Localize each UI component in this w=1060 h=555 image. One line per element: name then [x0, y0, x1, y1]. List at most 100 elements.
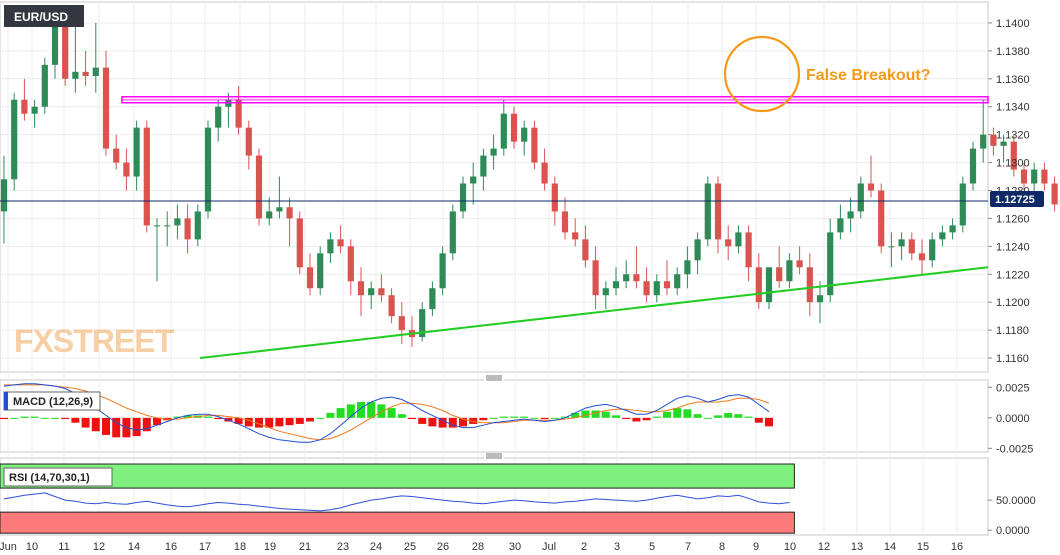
macd-histogram-bar	[51, 417, 59, 419]
rsi-oversold-zone	[0, 511, 795, 534]
candle-body	[174, 218, 181, 226]
last-price-value: 1.12725	[995, 194, 1035, 206]
candle-body	[745, 232, 752, 268]
x-tick-label: 14	[884, 541, 896, 553]
macd-histogram-bar	[550, 417, 559, 419]
candle-body	[286, 207, 293, 219]
candle-body	[959, 183, 966, 226]
macd-histogram-bar	[601, 411, 610, 418]
x-tick-label: 18	[234, 541, 246, 553]
x-tick-label: 12	[818, 541, 830, 553]
candle-body	[949, 225, 956, 233]
macd-histogram-bar	[326, 412, 335, 418]
macd-tick-label: 0.0025	[996, 382, 1030, 394]
candle-body	[92, 67, 99, 76]
candle-body	[582, 239, 589, 261]
false-breakout-annotation: False Breakout?	[806, 67, 930, 84]
macd-histogram-bar	[632, 417, 641, 422]
candle-body	[592, 260, 599, 296]
macd-histogram-bar	[459, 417, 467, 427]
macd-histogram-bar	[530, 417, 539, 419]
macd-histogram-bar	[408, 417, 416, 420]
macd-histogram-bar	[357, 401, 365, 418]
macd-histogram-bar	[387, 408, 396, 418]
price-tick-label: 1.1240	[996, 241, 1030, 253]
macd-histogram-bar	[499, 416, 508, 418]
candle-body	[449, 211, 456, 254]
candle-body	[41, 64, 48, 107]
candle-body	[470, 176, 477, 184]
x-tick-label: 11	[58, 541, 69, 553]
macd-histogram-bar	[612, 415, 620, 418]
macd-histogram-bar	[397, 414, 406, 418]
macd-histogram-bar	[652, 416, 661, 418]
x-tick-label: 7	[685, 541, 691, 553]
candle-body	[521, 127, 528, 142]
x-tick-label: 3	[614, 541, 620, 553]
macd-histogram-bar	[285, 417, 294, 426]
candle-body	[684, 260, 691, 275]
candle-body	[531, 127, 538, 163]
macd-histogram-bar	[591, 410, 600, 418]
macd-histogram-bar	[428, 417, 437, 427]
candle-body	[663, 281, 671, 289]
candle-body	[102, 67, 110, 149]
rsi-line	[3, 492, 790, 512]
macd-histogram-bar	[693, 414, 702, 418]
x-tick-label: 16	[951, 541, 963, 553]
x-tick-label: 10	[26, 541, 38, 553]
x-tick-label: 17	[199, 541, 211, 553]
candle-body	[164, 225, 171, 227]
candle-body	[878, 190, 885, 247]
x-tick-label: 12	[93, 541, 105, 553]
candle-body	[459, 183, 467, 212]
candle-body	[31, 106, 38, 114]
rsi-tick-label: 0.0000	[996, 525, 1030, 537]
price-tick-label: 1.1200	[996, 297, 1030, 309]
rsi-layer	[0, 463, 795, 534]
candle-body	[1041, 169, 1048, 184]
candle-body	[113, 148, 120, 163]
candle-body	[419, 309, 426, 338]
x-tick-label: 14	[128, 541, 140, 553]
candles-layer	[0, 8, 1058, 347]
candle-body	[623, 274, 630, 282]
macd-histogram-bar	[469, 417, 478, 424]
candle-body	[337, 239, 344, 247]
macd-line	[3, 383, 770, 443]
candle-body	[276, 207, 283, 212]
x-tick-label: 19	[264, 541, 276, 553]
macd-histogram-bar	[295, 417, 304, 424]
candle-body	[500, 113, 507, 149]
candle-body	[347, 246, 354, 282]
rsi-resize-handle[interactable]	[484, 453, 504, 459]
macd-histogram-bar	[663, 411, 671, 418]
macd-label-marker	[4, 392, 8, 410]
x-tick-label: 16	[165, 541, 177, 553]
candle-body	[398, 316, 405, 331]
macd-histogram-bar	[571, 412, 580, 418]
macd-histogram-bar	[520, 416, 529, 418]
macd-histogram-bar	[0, 417, 8, 420]
x-tick-label: 2	[581, 541, 587, 553]
candle-body	[317, 253, 324, 289]
macd-histogram-bar	[153, 417, 161, 426]
macd-resize-handle[interactable]	[484, 375, 504, 381]
candle-body	[541, 162, 548, 184]
candle-body	[561, 211, 569, 233]
macd-histogram-bar	[714, 415, 722, 418]
candle-body	[929, 239, 936, 261]
candle-body	[51, 22, 59, 65]
macd-histogram-bar	[255, 417, 263, 428]
macd-histogram-bar	[234, 417, 243, 424]
candle-body	[796, 260, 803, 268]
x-tick-label: Jul	[542, 541, 556, 553]
macd-histogram-bar	[765, 417, 773, 427]
macd-histogram-bar	[540, 417, 549, 420]
price-tick-label: 1.1260	[996, 213, 1030, 225]
macd-histogram-bar	[673, 408, 682, 418]
candle-body	[837, 218, 844, 233]
macd-histogram-bar	[336, 408, 345, 418]
candle-body	[1010, 141, 1017, 170]
candle-body	[602, 288, 609, 296]
